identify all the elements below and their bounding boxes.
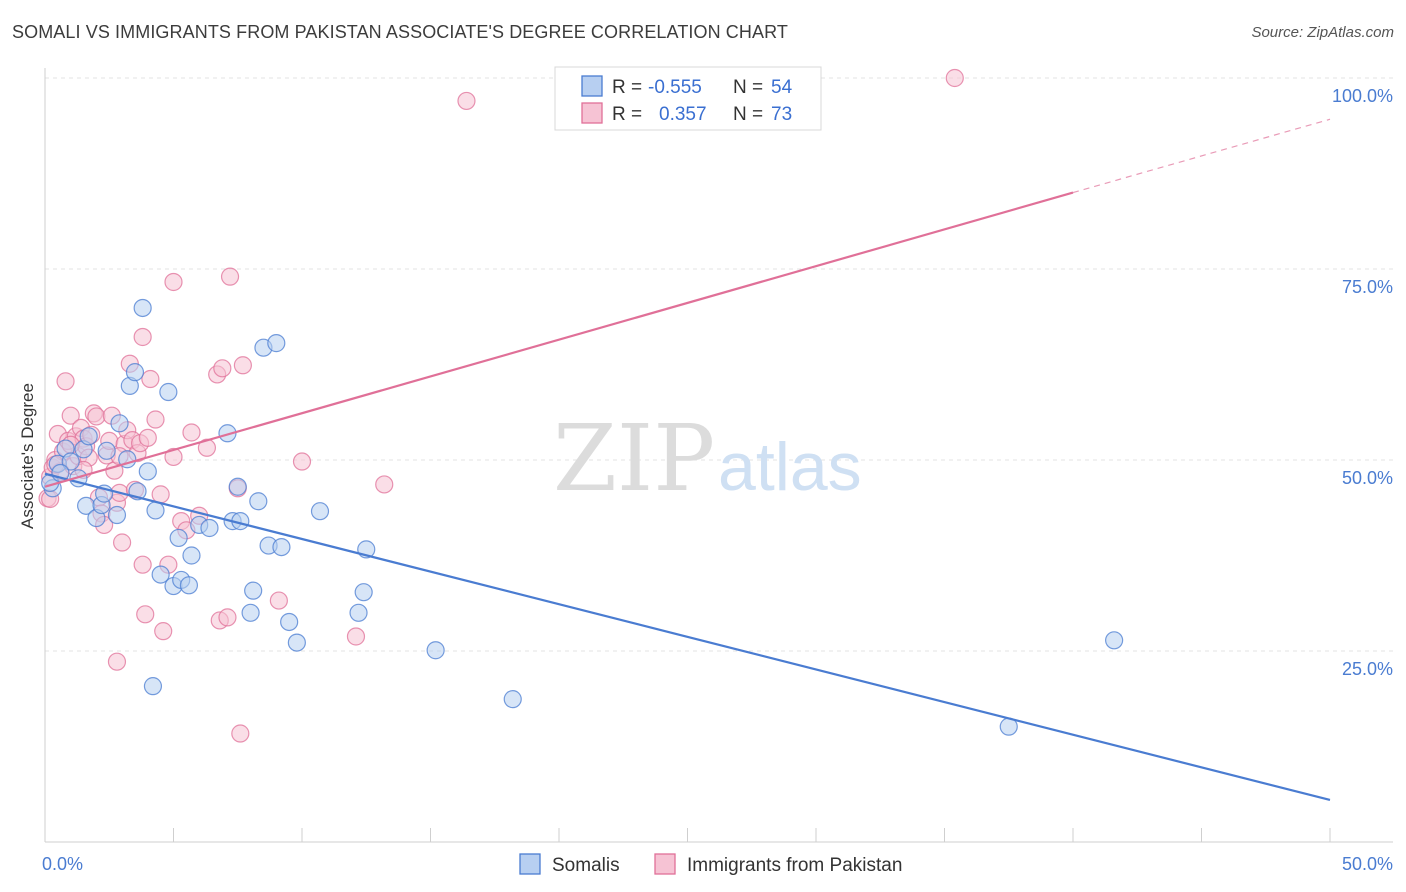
y-tick-labels: 25.0% 50.0% 75.0% 100.0% (1332, 86, 1393, 679)
axes (44, 68, 1393, 843)
point-somalis (179, 576, 199, 595)
legend-n-label-pakistan: N = (733, 104, 763, 125)
x-tick-labels: 0.0% 50.0% (42, 854, 1393, 874)
point-pakistan (138, 428, 157, 447)
point-somalis (1105, 631, 1124, 650)
point-somalis (143, 677, 163, 696)
point-somalis (241, 603, 260, 622)
point-pakistan (133, 555, 152, 574)
point-somalis (426, 641, 445, 660)
y-tick-label: 75.0% (1342, 277, 1393, 297)
legend-swatch-pakistan (581, 102, 603, 124)
point-pakistan (87, 407, 106, 426)
point-pakistan (56, 372, 75, 391)
legend-r-label-pakistan: R = (612, 104, 642, 125)
point-somalis (503, 690, 522, 709)
point-pakistan (146, 410, 165, 429)
legend-n-value-pakistan: 73 (771, 104, 792, 125)
point-pakistan (233, 356, 252, 375)
point-somalis (107, 505, 127, 525)
point-somalis (287, 633, 306, 652)
legend-n-label-somalis: N = (733, 77, 763, 98)
bottom-legend-label-somalis: Somalis (552, 855, 620, 876)
point-somalis (61, 452, 80, 471)
point-somalis (200, 518, 219, 538)
point-somalis (249, 492, 268, 511)
point-somalis (349, 603, 368, 622)
point-pakistan (136, 605, 155, 624)
point-somalis (244, 581, 263, 600)
point-pakistan (164, 447, 183, 467)
point-somalis (138, 462, 157, 481)
point-pakistan (151, 485, 170, 504)
point-pakistan (269, 591, 288, 610)
point-pakistan (154, 622, 173, 641)
point-somalis (218, 424, 237, 443)
bottom-legend-swatch-somalis (519, 853, 541, 875)
legend-r-value-somalis: -0.555 (648, 77, 702, 98)
trend-line-pakistan-extension (1072, 118, 1331, 194)
watermark-zip: ZIP (553, 405, 715, 512)
point-somalis (182, 546, 201, 565)
point-pakistan (375, 475, 394, 494)
series-somalis-points (41, 298, 1124, 736)
point-pakistan (182, 423, 201, 442)
series-pakistan-points (38, 68, 964, 743)
point-pakistan (107, 652, 127, 671)
point-pakistan (141, 369, 160, 389)
point-somalis (228, 477, 247, 496)
point-somalis (151, 565, 170, 584)
point-somalis (169, 528, 188, 548)
point-somalis (125, 363, 145, 382)
y-axis-label: Associate's Degree (18, 383, 37, 529)
point-somalis (146, 501, 165, 520)
point-somalis (354, 583, 373, 602)
point-somalis (133, 298, 152, 318)
legend-n-value-somalis: 54 (771, 77, 793, 98)
point-pakistan (213, 359, 232, 378)
point-somalis (79, 427, 98, 446)
point-somalis (159, 382, 178, 402)
point-pakistan (945, 68, 964, 88)
point-pakistan (112, 533, 132, 552)
bottom-legend-label-pakistan: Immigrants from Pakistan (687, 855, 902, 876)
point-pakistan (292, 452, 312, 471)
gridlines (45, 77, 1393, 652)
y-tick-label: 100.0% (1332, 86, 1393, 106)
point-pakistan (133, 327, 152, 347)
point-pakistan (231, 724, 250, 743)
y-tick-label: 50.0% (1342, 468, 1393, 488)
point-pakistan (218, 608, 237, 627)
point-pakistan (457, 91, 476, 111)
point-pakistan (346, 627, 366, 646)
point-somalis (272, 537, 291, 557)
legend-r-value-pakistan: 0.357 (659, 104, 707, 125)
watermark-atlas: atlas (718, 429, 862, 505)
point-somalis (97, 441, 116, 460)
chart-title: SOMALI VS IMMIGRANTS FROM PAKISTAN ASSOC… (12, 22, 788, 42)
point-somalis (267, 334, 286, 353)
point-somalis (110, 414, 129, 433)
trend-line-pakistan (44, 191, 1074, 488)
trend-line-somalis (44, 472, 1331, 802)
point-pakistan (164, 272, 183, 292)
top-legend: R = -0.555 N = 54 R = 0.357 N = 73 (554, 66, 822, 131)
chart-source: Source: ZipAtlas.com (1251, 24, 1394, 41)
trend-lines (44, 118, 1331, 802)
legend-r-label-somalis: R = (612, 77, 642, 98)
point-somalis (310, 502, 330, 521)
legend-swatch-somalis (581, 75, 603, 97)
point-pakistan (61, 406, 80, 425)
y-tick-label: 25.0% (1342, 659, 1393, 679)
bottom-legend: Somalis Immigrants from Pakistan (519, 853, 902, 876)
bottom-legend-swatch-pakistan (654, 853, 676, 875)
point-pakistan (220, 267, 240, 286)
x-tick-label: 50.0% (1342, 854, 1393, 874)
point-somalis (280, 612, 299, 632)
x-tick-label: 0.0% (42, 854, 83, 874)
